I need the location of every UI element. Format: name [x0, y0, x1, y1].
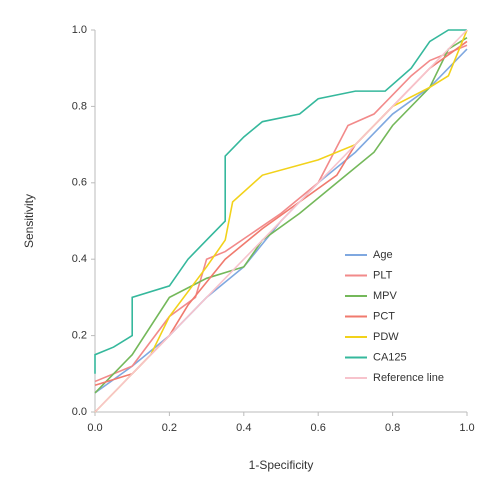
legend-label: MPV — [373, 290, 398, 302]
legend-label: PLT — [373, 269, 393, 281]
y-tick-label: 0.0 — [72, 406, 87, 418]
roc-line — [94, 29, 468, 413]
y-tick-label: 1.0 — [72, 24, 87, 36]
roc-line — [94, 44, 468, 383]
legend-label: Age — [373, 249, 393, 261]
roc-line — [94, 29, 468, 413]
y-axis-title: Sensitivity — [22, 194, 36, 248]
legend-label: Reference line — [373, 372, 444, 384]
y-tick-label: 0.4 — [72, 253, 87, 265]
legend-label: CA125 — [373, 351, 407, 363]
x-tick-label: 1.0 — [459, 422, 474, 434]
y-tick-label: 0.8 — [72, 100, 87, 112]
roc-line — [94, 29, 467, 374]
x-tick-label: 0.2 — [162, 422, 177, 434]
x-tick-label: 0.0 — [87, 422, 102, 434]
x-tick-label: 0.6 — [311, 422, 326, 434]
y-tick-label: 0.2 — [72, 330, 87, 342]
legend-label: PCT — [373, 310, 395, 322]
x-tick-label: 0.4 — [236, 422, 251, 434]
y-tick-label: 0.6 — [72, 177, 87, 189]
x-tick-label: 0.8 — [385, 422, 400, 434]
legend-label: PDW — [373, 331, 399, 343]
x-axis-title: 1-Specificity — [249, 458, 314, 472]
